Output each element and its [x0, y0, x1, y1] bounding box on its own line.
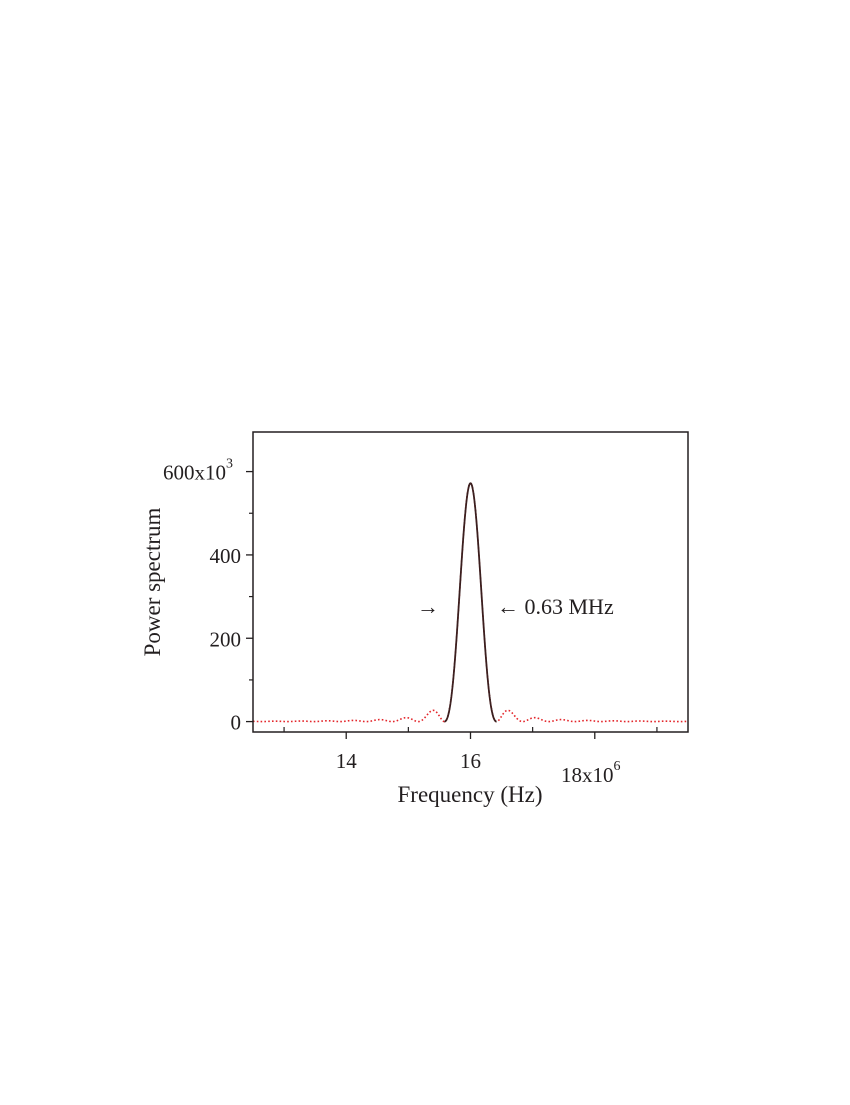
y-tick-exponent: 3 [226, 457, 233, 472]
x-tick-exponent: 6 [614, 759, 621, 774]
series-solid-curve [443, 482, 498, 723]
y-tick-label-2: 400 [210, 544, 242, 568]
x-axis-title: Frequency (Hz) [398, 782, 543, 807]
y-axis-title: Power spectrum [140, 507, 165, 656]
fwhm-left-arrow: → [417, 594, 439, 619]
x-tick-label-1: 16 [460, 749, 481, 773]
fwhm-annotation: ← 0.63 MHz [497, 594, 614, 619]
y-tick-label-3: 600x103 [163, 457, 233, 485]
curves-layer [252, 482, 689, 723]
x-tick-label-0: 14 [336, 749, 358, 773]
x-tick-label-2: 18x106 [561, 759, 621, 787]
y-tick-label-1: 200 [210, 627, 242, 651]
plot-frame [252, 431, 689, 733]
series-dotted-curve [252, 482, 689, 723]
ticks-layer [246, 470, 658, 739]
labels-layer: 14 16 18x106 0 200 400 600x103 [163, 457, 621, 787]
y-tick-label-0: 0 [231, 711, 242, 735]
